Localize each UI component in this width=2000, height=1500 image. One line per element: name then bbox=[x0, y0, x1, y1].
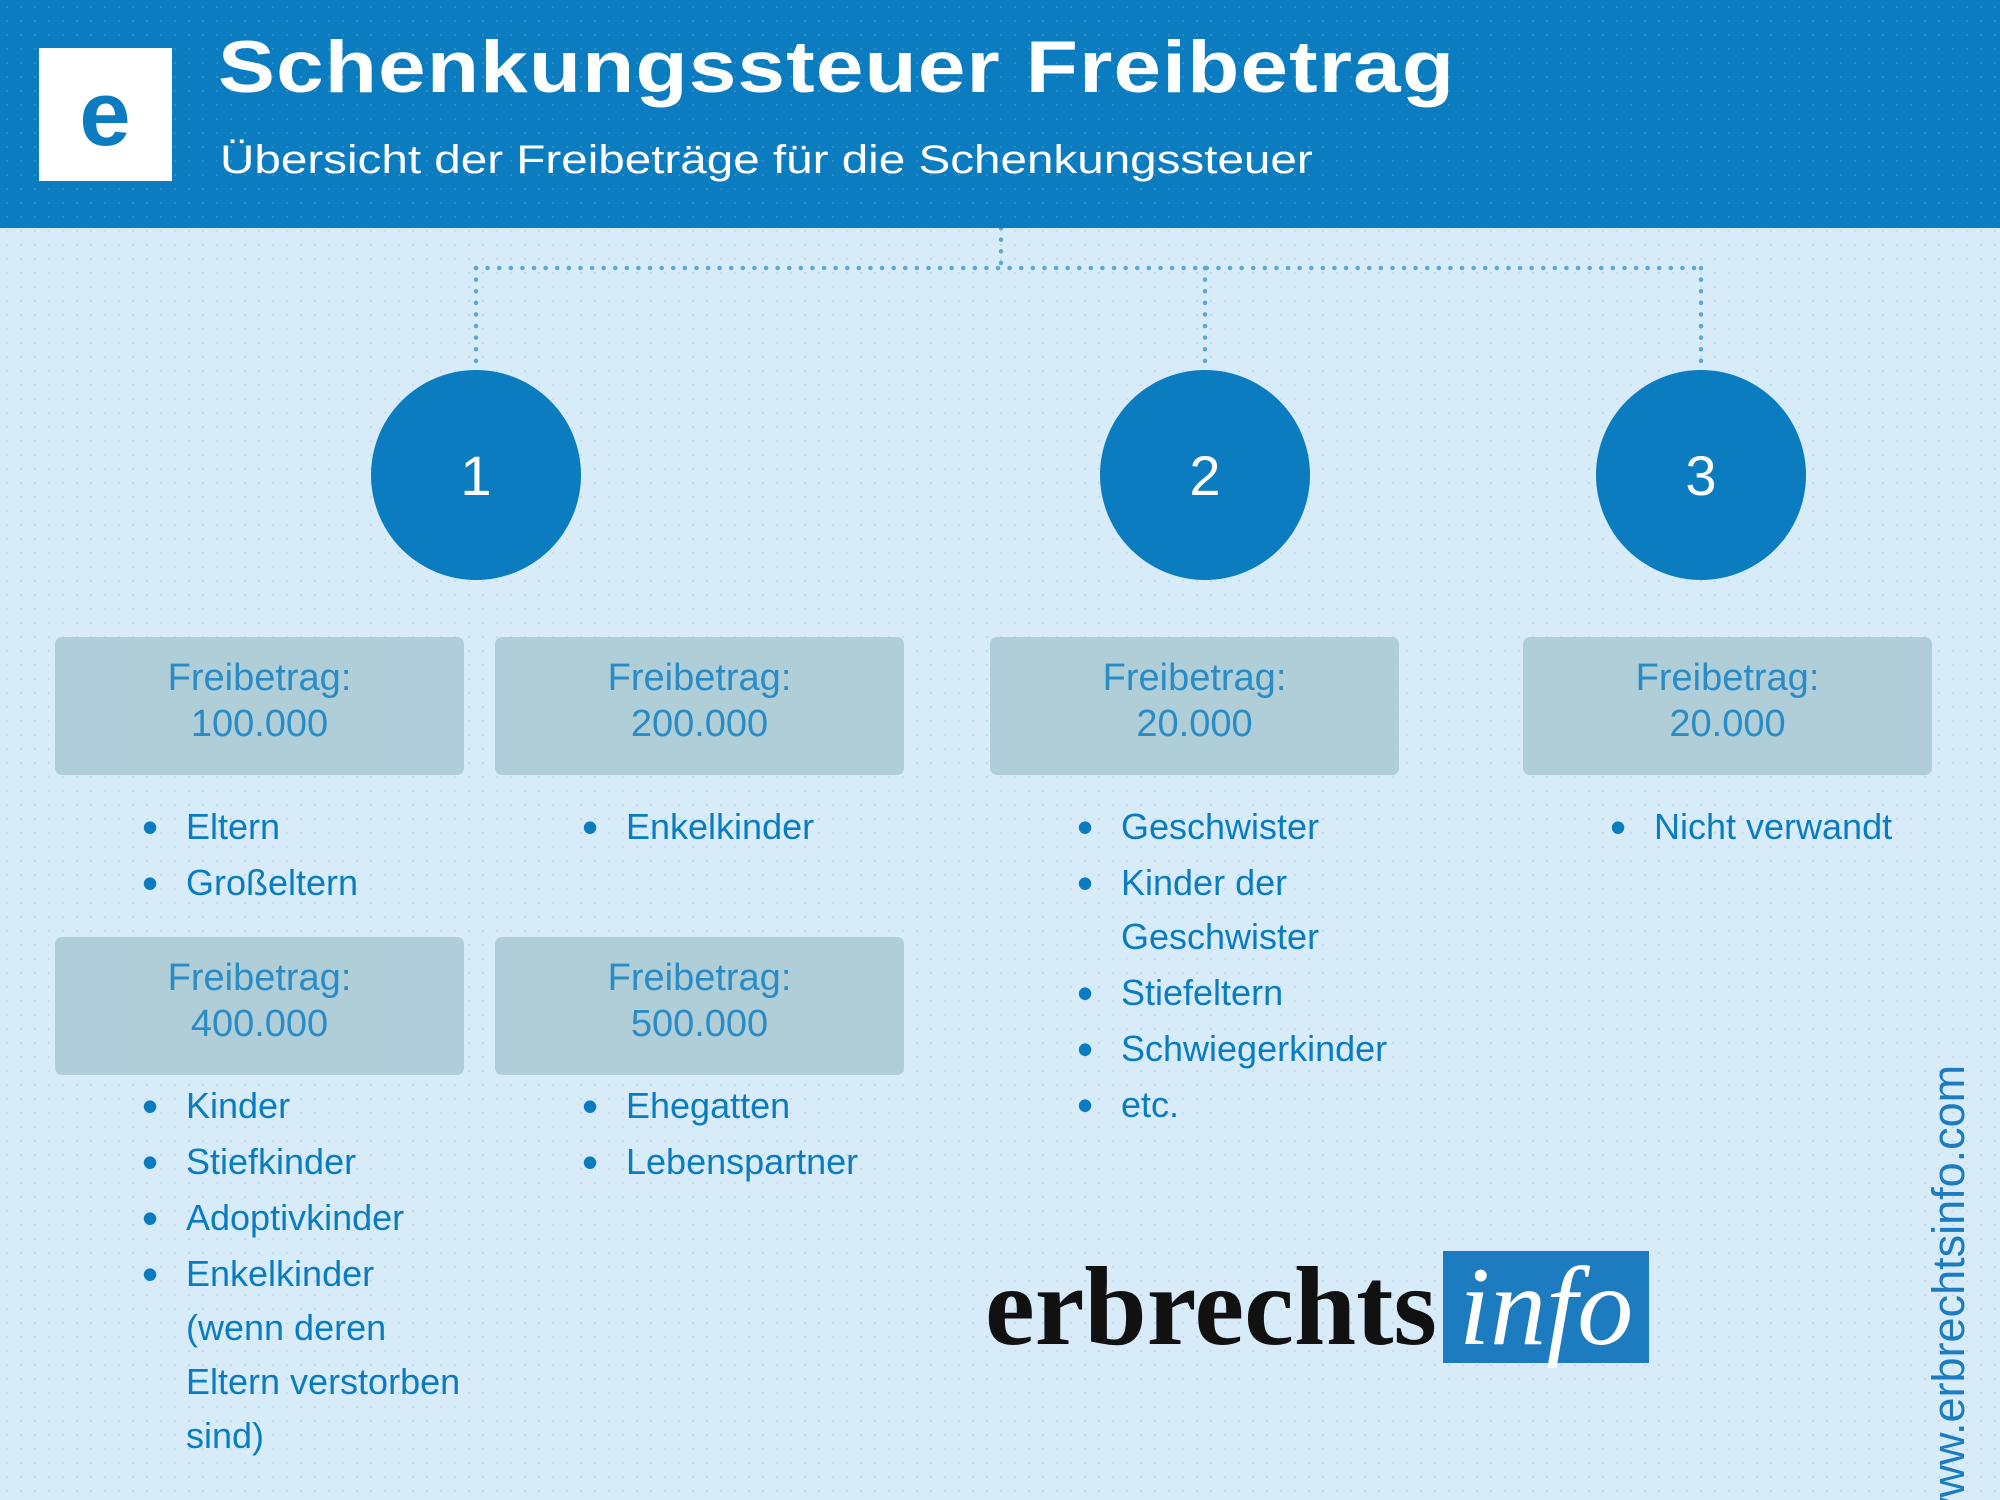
svg-text:e: e bbox=[79, 63, 130, 165]
